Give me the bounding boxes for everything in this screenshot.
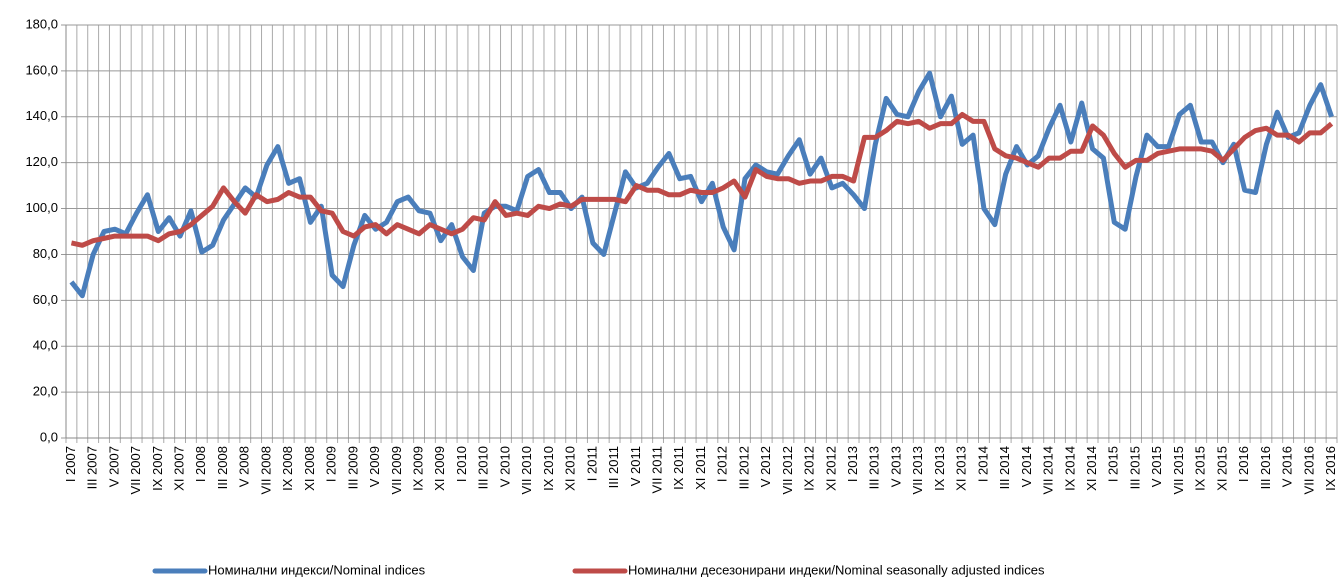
x-tick-label: VII 2016	[1301, 446, 1316, 494]
x-tick-label: VII 2008	[258, 446, 273, 494]
y-tick-label: 20,0	[33, 384, 58, 399]
x-tick-label: III 2013	[867, 446, 882, 489]
x-tick-label: III 2008	[215, 446, 230, 489]
x-tick-label: III 2012	[736, 446, 751, 489]
x-tick-label: XI 2011	[693, 446, 708, 490]
x-tick-label: V 2014	[1019, 446, 1034, 487]
x-tick-label: V 2009	[367, 446, 382, 487]
x-tick-label: XI 2007	[172, 446, 187, 491]
y-tick-label: 160,0	[25, 62, 58, 77]
legend-label: Номинални десезонирани индеки/Nominal se…	[628, 562, 1045, 577]
x-tick-label: III 2015	[1127, 446, 1142, 489]
x-tick-label: V 2011	[628, 446, 643, 486]
x-tick-label: V 2007	[106, 446, 121, 487]
x-tick-label: IX 2015	[1193, 446, 1208, 491]
x-tick-label: VII 2013	[910, 446, 925, 494]
series-line	[70, 111, 1334, 248]
x-tick-label: III 2011	[606, 446, 621, 488]
y-tick-label: 100,0	[25, 200, 58, 215]
y-tick-label: 80,0	[33, 246, 58, 261]
x-tick-label: XI 2009	[432, 446, 447, 491]
y-tick-label: 140,0	[25, 108, 58, 123]
x-tick-label: V 2010	[497, 446, 512, 487]
x-tick-label: V 2013	[888, 446, 903, 487]
x-tick-label: IX 2011	[671, 446, 686, 490]
x-tick-label: IX 2012	[802, 446, 817, 491]
x-tick-label: VII 2011	[649, 446, 664, 493]
x-tick-label: I 2015	[1106, 446, 1121, 482]
x-tick-label: V 2008	[237, 446, 252, 487]
x-tick-label: V 2016	[1280, 446, 1295, 487]
x-tick-label: IX 2010	[541, 446, 556, 491]
legend-label: Номинални индекси/Nominal indices	[208, 562, 426, 577]
x-tick-label: V 2012	[758, 446, 773, 487]
x-tick-label: VII 2009	[389, 446, 404, 494]
x-tick-label: III 2009	[345, 446, 360, 489]
x-tick-label: VII 2015	[1171, 446, 1186, 494]
x-tick-label: I 2007	[63, 446, 78, 482]
x-tick-label: I 2016	[1236, 446, 1251, 482]
x-tick-label: IX 2016	[1323, 446, 1338, 491]
x-tick-label: I 2012	[715, 446, 730, 482]
x-tick-label: I 2010	[454, 446, 469, 482]
x-tick-label: XI 2015	[1214, 446, 1229, 491]
x-tick-label: I 2009	[324, 446, 339, 482]
y-tick-label: 120,0	[25, 154, 58, 169]
y-tick-label: 180,0	[25, 16, 58, 31]
x-tick-label: XI 2008	[302, 446, 317, 491]
x-tick-label: III 2014	[997, 446, 1012, 489]
x-tick-label: VII 2010	[519, 446, 534, 494]
series-line	[69, 70, 1334, 299]
y-tick-label: 40,0	[33, 338, 58, 353]
x-tick-label: VII 2007	[128, 446, 143, 494]
x-tick-label: XI 2012	[823, 446, 838, 491]
x-tick-label: IX 2009	[410, 446, 425, 491]
x-tick-label: I 2008	[193, 446, 208, 482]
x-tick-label: III 2016	[1258, 446, 1273, 489]
x-tick-label: I 2014	[975, 446, 990, 482]
x-tick-label: IX 2008	[280, 446, 295, 491]
x-tick-label: V 2015	[1149, 446, 1164, 487]
x-tick-label: III 2010	[476, 446, 491, 489]
x-tick-label: VII 2014	[1041, 446, 1056, 494]
y-tick-label: 60,0	[33, 292, 58, 307]
x-tick-label: I 2013	[845, 446, 860, 482]
x-tick-label: VII 2012	[780, 446, 795, 494]
y-tick-label: 0,0	[40, 429, 58, 444]
x-tick-label: I 2011	[584, 446, 599, 481]
x-tick-label: XI 2010	[563, 446, 578, 491]
x-tick-label: XI 2013	[954, 446, 969, 491]
x-tick-label: XI 2014	[1084, 446, 1099, 491]
x-tick-label: III 2007	[85, 446, 100, 489]
x-tick-label: IX 2007	[150, 446, 165, 491]
x-tick-label: IX 2013	[932, 446, 947, 491]
x-tick-label: IX 2014	[1062, 446, 1077, 491]
